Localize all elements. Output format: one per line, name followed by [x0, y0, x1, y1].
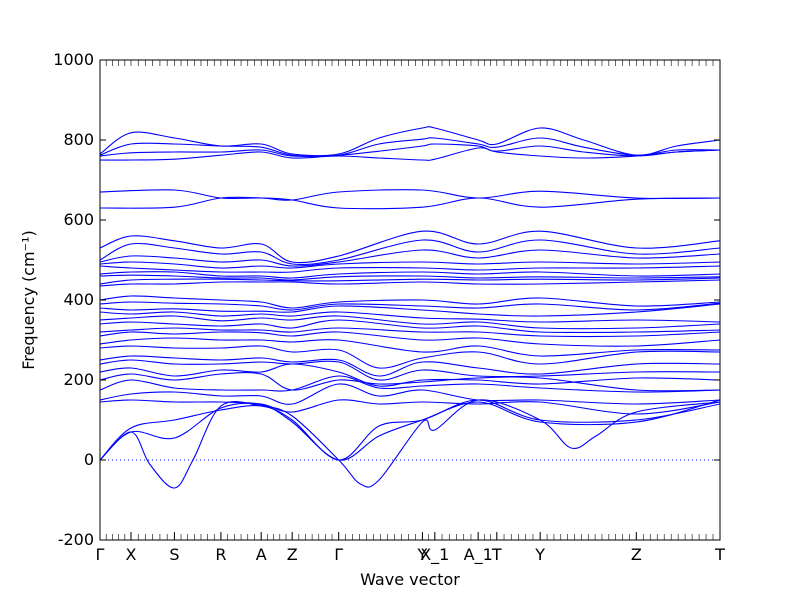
x-axis-label: Wave vector: [360, 570, 460, 589]
x-tick-label: Γ: [96, 545, 105, 564]
band-line-29: [100, 372, 720, 392]
band-line-3: [100, 143, 720, 157]
y-tick-label: 800: [63, 130, 94, 149]
band-line-15: [100, 279, 720, 287]
x-tick-label: Γ: [334, 545, 343, 564]
y-tick-label: 400: [63, 290, 94, 309]
y-tick-label: 600: [63, 210, 94, 229]
band-line-16: [100, 295, 720, 309]
x-tick-label: Y: [417, 545, 428, 564]
band-line-22: [100, 327, 720, 338]
band-line-23: [100, 331, 720, 347]
band-line-8: [100, 239, 720, 266]
x-tick-label: T: [491, 545, 502, 564]
band-line-9: [100, 249, 720, 267]
band-line-32: [100, 399, 720, 415]
band-line-18: [100, 303, 720, 317]
band-line-11: [100, 265, 720, 273]
x-tick-label: A_1: [464, 545, 493, 565]
x-tick-label: X_1: [420, 545, 449, 565]
x-tick-label: Z: [287, 545, 298, 564]
band-line-12: [100, 271, 720, 279]
band-line-25: [100, 345, 720, 369]
y-tick-label: 0: [84, 450, 94, 469]
x-tick-label: X: [126, 545, 137, 564]
band-line-14: [100, 277, 720, 285]
band-line-26: [100, 355, 720, 377]
band-line-7: [100, 230, 720, 264]
band-line-13: [100, 274, 720, 281]
y-axis-label: Frequency (cm⁻¹): [19, 230, 38, 369]
band-line-10: [100, 261, 720, 269]
plot-area: [100, 126, 720, 489]
band-line-17: [100, 301, 720, 311]
x-tick-label: A: [256, 545, 267, 564]
x-axis: Γ X S R A Z Γ YX_1 A_1 T Y Z T: [96, 60, 725, 565]
y-tick-label: -200: [58, 530, 94, 549]
band-line-24: [100, 337, 720, 357]
x-tick-label: S: [169, 545, 179, 564]
x-tick-label: T: [714, 545, 725, 564]
band-line-1: [100, 126, 720, 157]
y-tick-label: 200: [63, 370, 94, 389]
band-line-27: [100, 359, 720, 381]
band-line-30: [100, 375, 720, 393]
band-line-2: [100, 137, 720, 157]
band-line-35: [100, 399, 720, 489]
x-tick-label: R: [215, 545, 226, 564]
x-tick-label: Y: [534, 545, 545, 564]
band-line-20: [100, 315, 720, 330]
x-tick-label: Z: [631, 545, 642, 564]
y-axis: -200 0 200 400 600 800 1000: [53, 50, 720, 549]
band-line-33: [100, 399, 720, 461]
band-line-34: [100, 399, 720, 461]
band-line-6: [100, 196, 720, 210]
band-line-19: [100, 311, 720, 323]
band-line-4: [100, 147, 720, 161]
band-line-31: [100, 383, 720, 405]
band-line-5: [100, 189, 720, 201]
band-line-28: [100, 363, 720, 387]
band-line-21: [100, 319, 720, 334]
y-tick-label: 1000: [53, 50, 94, 69]
